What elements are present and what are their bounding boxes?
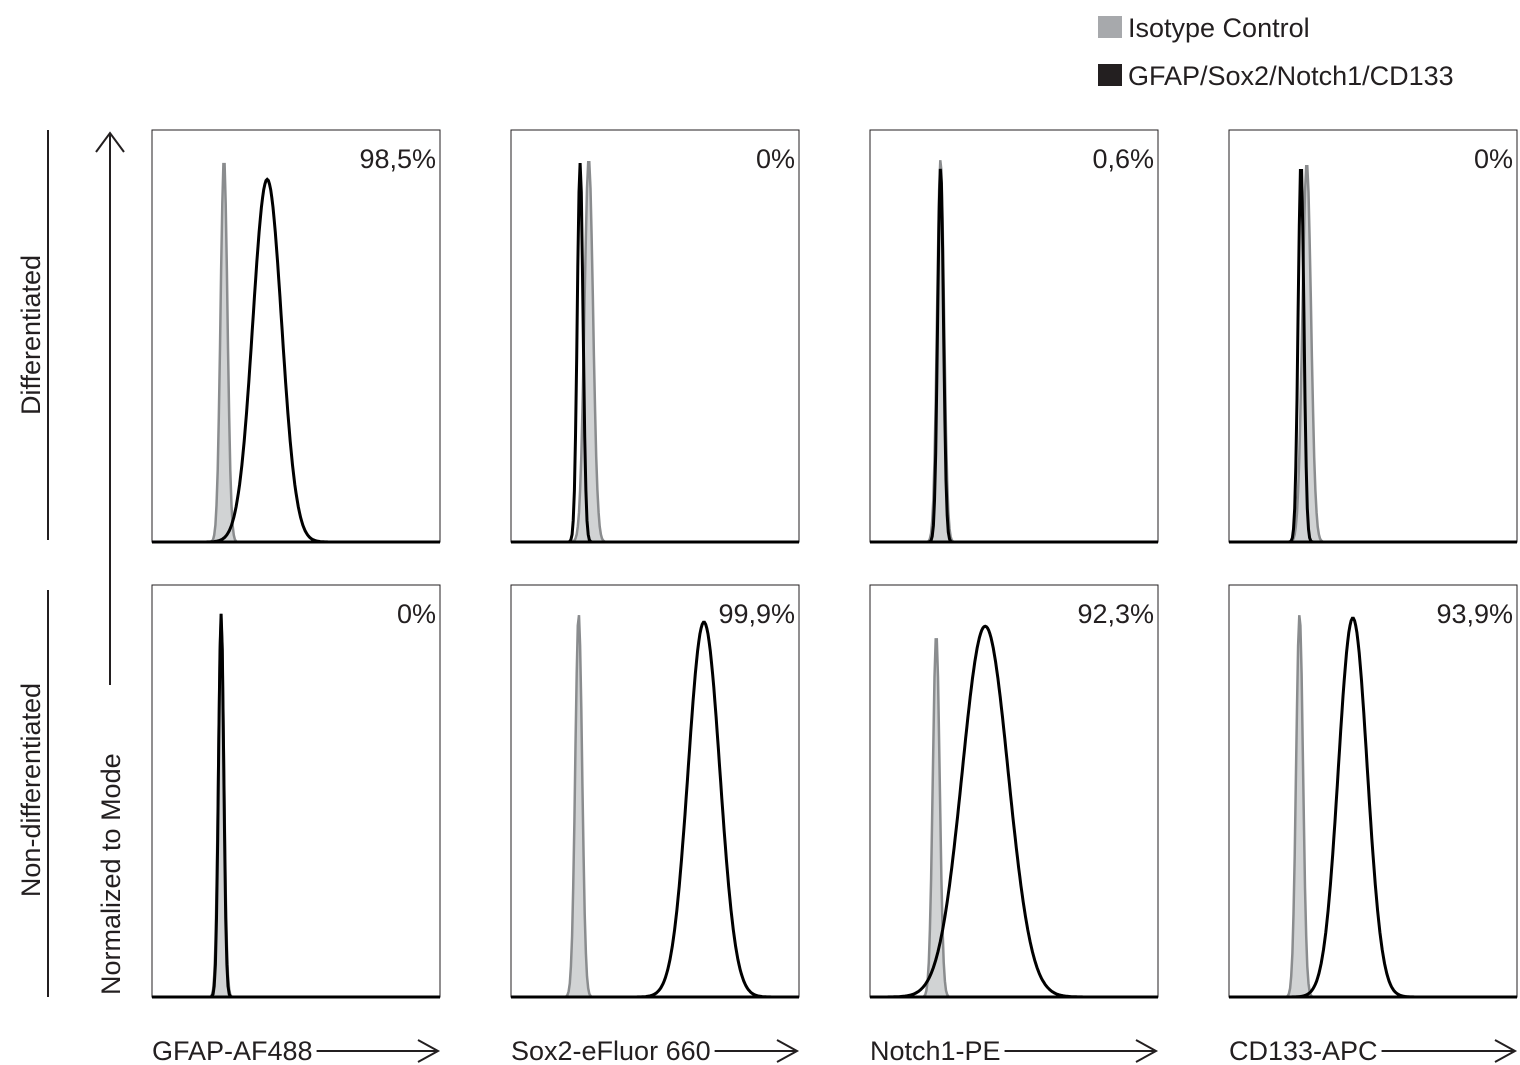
isotype-histogram <box>152 613 440 999</box>
x-axis-label: CD133-APC <box>1229 1036 1378 1065</box>
percent-label: 93,9% <box>1436 599 1513 629</box>
panel <box>1228 584 1518 998</box>
x-axis-label: Notch1-PE <box>870 1036 1001 1065</box>
panel <box>510 129 800 543</box>
panel <box>1228 129 1518 543</box>
x-axis-arrow <box>1381 1039 1518 1063</box>
x-axis-arrow <box>714 1039 800 1063</box>
panel <box>510 584 800 998</box>
percent-label: 0% <box>1474 144 1513 174</box>
y-axis-arrow <box>95 131 125 685</box>
marker-histogram <box>870 168 1158 544</box>
marker-histogram <box>152 613 440 999</box>
row-label: Differentiated <box>16 255 46 415</box>
x-axis-label: GFAP-AF488 <box>152 1036 313 1065</box>
isotype-histogram <box>870 160 1158 544</box>
legend-label: Isotype Control <box>1128 13 1310 43</box>
panel <box>151 129 441 543</box>
marker-histogram <box>511 162 799 544</box>
isotype-histogram <box>1229 615 1517 999</box>
x-axis-arrow <box>1004 1039 1159 1063</box>
percent-label: 0% <box>756 144 795 174</box>
isotype-histogram <box>511 160 799 544</box>
x-axis-arrow <box>316 1039 441 1063</box>
percent-label: 0% <box>397 599 436 629</box>
percent-label: 0,6% <box>1092 144 1154 174</box>
x-axis-label: Sox2-eFluor 660 <box>511 1036 711 1065</box>
percent-label: 99,9% <box>718 599 795 629</box>
panel <box>151 584 441 998</box>
isotype-histogram <box>511 615 799 999</box>
row-label: Non-differentiated <box>16 683 46 897</box>
percent-label: 98,5% <box>359 144 436 174</box>
marker-histogram <box>152 177 440 544</box>
marker-histogram <box>511 620 799 999</box>
legend-swatch <box>1098 16 1122 38</box>
percent-label: 92,3% <box>1077 599 1154 629</box>
panel <box>869 129 1159 543</box>
legend-label: GFAP/Sox2/Notch1/CD133 <box>1128 61 1454 91</box>
panel <box>869 584 1159 998</box>
marker-histogram <box>870 624 1158 999</box>
isotype-histogram <box>1229 165 1517 544</box>
y-axis-label: Normalized to Mode <box>96 753 126 995</box>
marker-histogram <box>1229 616 1517 999</box>
legend-swatch <box>1098 64 1122 86</box>
marker-histogram <box>1229 169 1517 544</box>
